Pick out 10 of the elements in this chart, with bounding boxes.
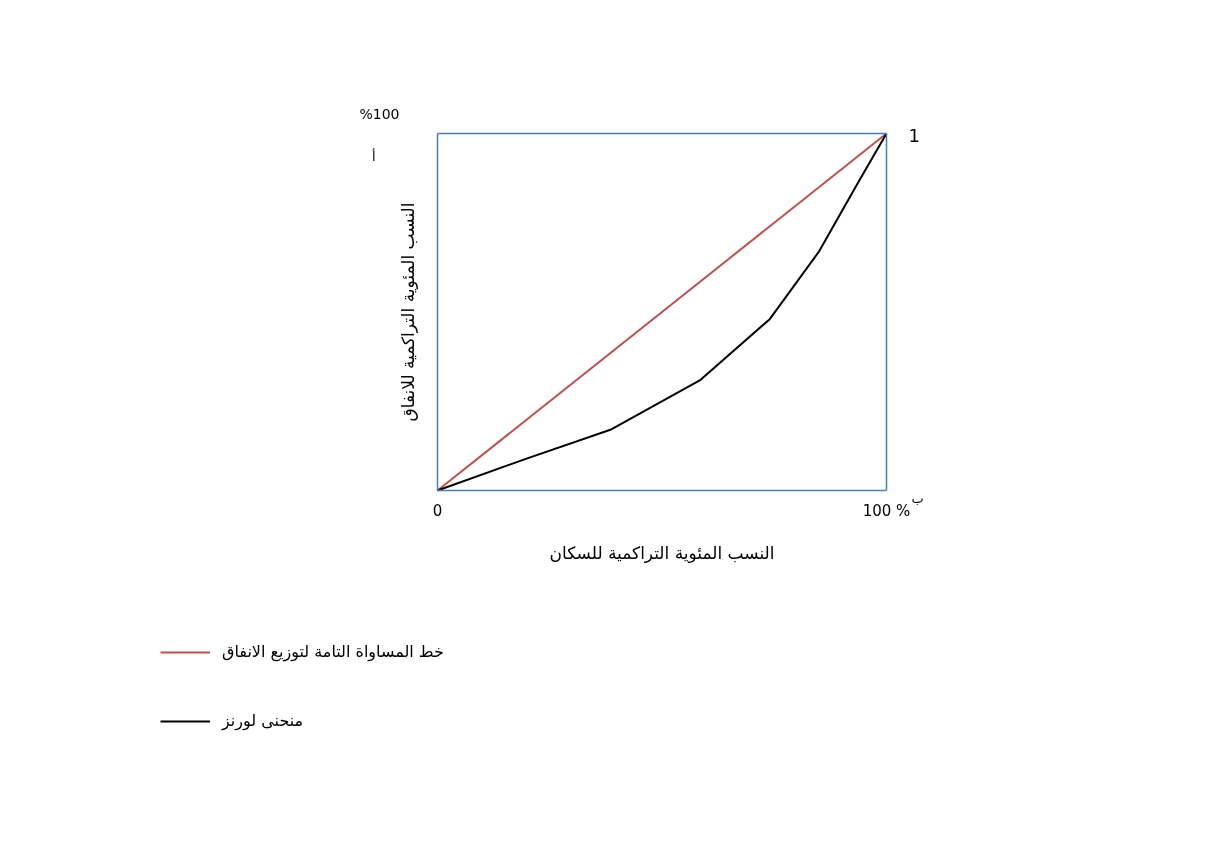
text: أ xyxy=(371,147,376,164)
x-axis-title: النسب المئوية التراكمية للسكان xyxy=(549,542,775,563)
y-axis-title: النسب المئوية التراكمية للانفاق xyxy=(397,202,418,422)
legend-label: خط المساواة التامة لتوزيع الانفاق xyxy=(222,642,444,661)
text: %100 xyxy=(359,105,400,122)
legend-label: منحنى لورنز xyxy=(222,711,304,730)
annotation: 1 xyxy=(908,124,920,146)
x-tick-label: 0 xyxy=(432,501,443,520)
text: ب xyxy=(911,490,924,506)
x-tick-label: 100 % xyxy=(862,501,911,520)
